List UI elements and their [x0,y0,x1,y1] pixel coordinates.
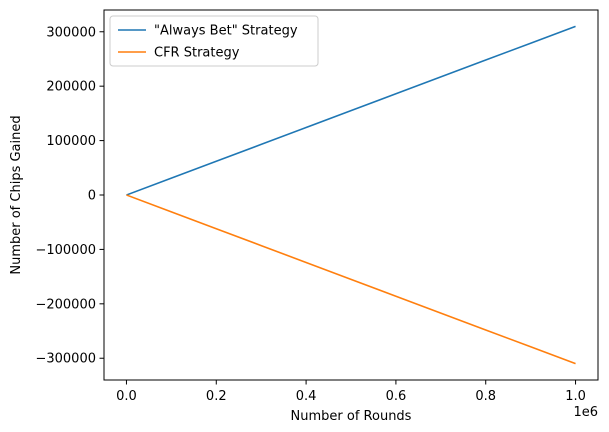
x-axis-label: Number of Rounds [291,409,412,424]
legend-label-1: CFR Strategy [154,46,240,61]
y-tick-label: −200000 [35,297,96,312]
series-line-0 [126,25,576,196]
x-tick-label: 1.0 [565,389,586,404]
y-tick-label: 300000 [46,25,96,40]
x-tick-label: 0.6 [386,389,407,404]
y-tick-label: 200000 [46,80,96,95]
x-tick-label: 0.0 [116,389,137,404]
x-tick-label: 0.4 [296,389,317,404]
x-tick-label: 0.2 [206,389,227,404]
y-tick-label: −100000 [35,243,96,258]
series-line-1 [126,194,576,365]
x-axis: 0.0 0.2 0.4 0.6 0.8 1.0 [116,380,586,404]
x-tick-label: 0.8 [475,389,496,404]
series-layer [126,25,576,365]
y-tick-label: −300000 [35,352,96,367]
legend: "Always Bet" Strategy CFR Strategy [109,15,319,67]
y-tick-label: 100000 [46,134,96,149]
legend-box [109,15,319,67]
legend-label-0: "Always Bet" Strategy [154,24,298,39]
y-axis: 300000 200000 100000 0 −100000 −200000 −300000 [35,25,104,367]
y-axis-label: Number of Chips Gained [9,115,24,274]
x-axis-offset-label: 1e6 [573,405,598,420]
y-tick-label: 0 [88,189,96,204]
